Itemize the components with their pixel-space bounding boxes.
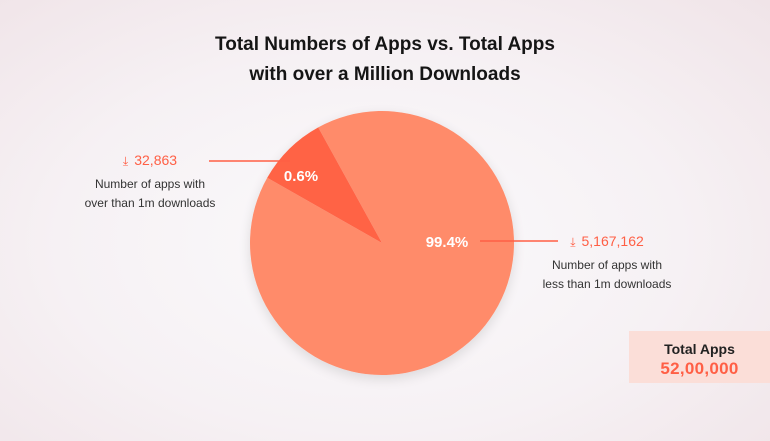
download-icon: ⤓ bbox=[570, 235, 576, 249]
chart-title: Total Numbers of Apps vs. Total Apps wit… bbox=[0, 30, 770, 90]
chart-title-line-1: Total Numbers of Apps vs. Total Apps bbox=[215, 34, 555, 55]
slice-label-over: 0.6% bbox=[284, 168, 318, 185]
pie-slice-under-1m bbox=[250, 110, 515, 375]
callout-under-count: ⤓ 5,167,162 bbox=[570, 233, 644, 249]
callout-over-count: ⤓ 32,863 bbox=[122, 152, 178, 168]
slice-label-under: 99.4% bbox=[426, 234, 469, 251]
callout-under-1m: ⤓ 5,167,162 Number of apps with less than… bbox=[532, 231, 682, 294]
callout-over-1m: ⤓ 32,863 Number of apps with over than 1m… bbox=[75, 150, 225, 213]
callout-under-description: Number of apps with less than 1m downloa… bbox=[542, 258, 672, 291]
chart-title-line-2: with over a Million Downloads bbox=[249, 64, 521, 85]
callout-over-description: Number of apps with over than 1m downloa… bbox=[84, 177, 216, 210]
pie-slice-over-1m bbox=[267, 127, 382, 243]
total-apps-label: Total Apps bbox=[664, 341, 735, 357]
total-apps-value: 52,00,000 bbox=[660, 359, 739, 378]
total-apps-box: Total Apps 52,00,000 bbox=[629, 331, 770, 383]
download-icon: ⤓ bbox=[122, 154, 129, 168]
